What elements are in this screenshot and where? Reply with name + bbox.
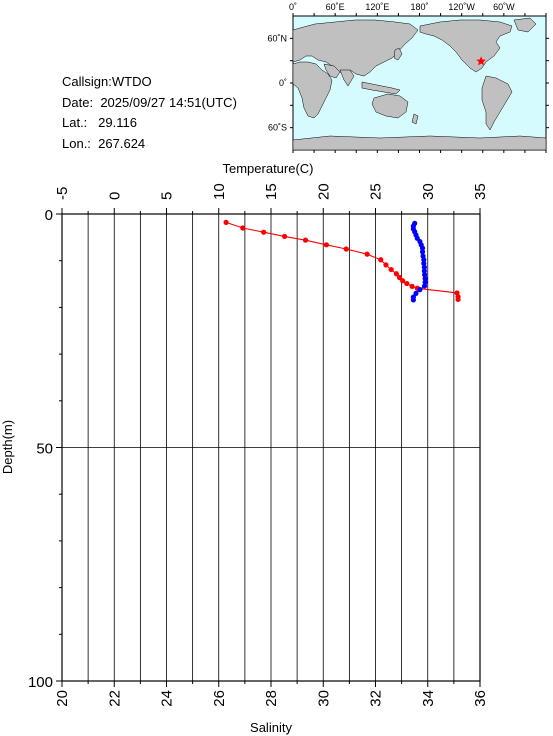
date-label: Date: [62,94,94,110]
map-ticks [290,13,549,153]
salinity-point [419,249,426,255]
bottom-tick-label: 34 [420,690,437,707]
salinity-point [421,268,427,274]
temperature-point [455,296,461,303]
land-indonesia [361,81,401,95]
map-labels: 0˚ 60˚E 120˚E 180˚ 120˚W 60˚W 60˚N 0˚ 60˚S [267,2,515,133]
map-top-label: 120˚W [448,2,475,12]
salinity-point [410,297,416,303]
callsign-value: WTDO [111,74,152,89]
plot-series [223,219,461,303]
salinity-point [419,245,426,251]
top-tick-label: -5 [54,187,71,200]
callsign-line: Callsign:WTDO [62,72,237,93]
land-arabia [323,63,341,79]
plot-ticks [56,208,481,687]
temperature-point [281,233,288,240]
map-top-label: 120˚E [365,2,389,12]
salinity-point [422,275,428,282]
y-tick-label: 100 [28,674,53,691]
land-eurasia [292,19,419,77]
salinity-point [422,283,428,289]
bottom-tick-label: 30 [315,690,332,707]
plot-grid [62,214,480,681]
land-greenland [513,17,537,33]
temperature-point [378,257,384,263]
land-south-america [481,75,513,131]
date-line: Date: 2025/09/27 14:51(UTC) [62,93,237,114]
top-tick-label: 0 [106,192,123,200]
top-tick-label: 25 [368,183,385,200]
land-india [339,69,355,87]
y-tick-label: 0 [45,207,53,224]
map-left-label: 60˚N [267,33,287,43]
callsign-label: Callsign: [62,74,112,89]
bottom-tick-label: 22 [106,690,123,707]
temperature-point [223,219,229,226]
land-newzealand [411,113,419,125]
map-left-label: 60˚S [268,123,287,133]
map-land [292,17,547,151]
temperature-point [261,229,267,235]
bottom-tick-label: 26 [211,690,228,707]
bottom-tick-label: 36 [472,690,489,707]
temperature-point [393,271,399,277]
y-axis-title: Depth(m) [0,420,15,474]
land-north-america [419,19,513,73]
temperature-point [396,274,403,281]
land-japan [393,47,403,61]
lon-line: Lon.: 267.624 [62,134,237,155]
temperature-point [343,246,349,252]
temperature-point [409,283,415,289]
salinity-point [417,287,423,293]
temperature-point [302,237,309,243]
top-tick-label: 5 [159,192,176,200]
world-map: 0˚ 60˚E 120˚E 180˚ 120˚W 60˚W 60˚N 0˚ 60˚S [267,2,549,153]
station-info: Callsign:WTDO Date: 2025/09/27 14:51(UTC… [62,72,237,154]
date-value: 2025/09/27 14:51(UTC) [100,94,237,110]
bottom-tick-label: 32 [368,690,385,707]
lon-value: 267.624 [98,135,146,151]
lat-label: Lat.: [62,115,88,130]
salinity-point [421,264,427,270]
land-australia [371,93,409,119]
map-left-label: 0˚ [279,78,287,88]
lat-value: 29.116 [98,115,137,130]
top-tick-label: 35 [472,183,489,200]
temperature-point [240,225,246,231]
temperature-point [383,262,389,268]
temperature-point [323,242,329,248]
star-icon [476,56,486,66]
bottom-tick-label: 28 [263,690,280,707]
top-tick-label: 20 [315,183,332,200]
land-africa [292,61,333,119]
lon-label: Lon.: [62,135,91,151]
salinity-point [413,290,419,296]
top-axis-title: Temperature(C) [222,161,313,176]
top-tick-label: 10 [211,183,228,200]
top-tick-label: 30 [420,183,437,200]
temperature-point [388,266,394,273]
map-top-label: 60˚E [326,2,345,12]
bottom-tick-label: 20 [54,690,71,707]
map-top-label: 180˚ [410,2,428,12]
y-tick-label: 50 [36,441,53,458]
land-antarctica [292,135,547,151]
temperature-point [404,280,410,287]
salinity-point [421,257,427,263]
bottom-tick-label: 24 [159,690,176,707]
bottom-axis-title: Salinity [250,720,292,735]
lat-line: Lat.: 29.116 [62,113,237,134]
map-top-label: 0˚ [289,2,297,12]
top-tick-label: 15 [263,183,280,200]
temperature-point [364,251,370,257]
map-top-label: 60˚W [493,2,515,12]
temperature-point [400,278,406,284]
